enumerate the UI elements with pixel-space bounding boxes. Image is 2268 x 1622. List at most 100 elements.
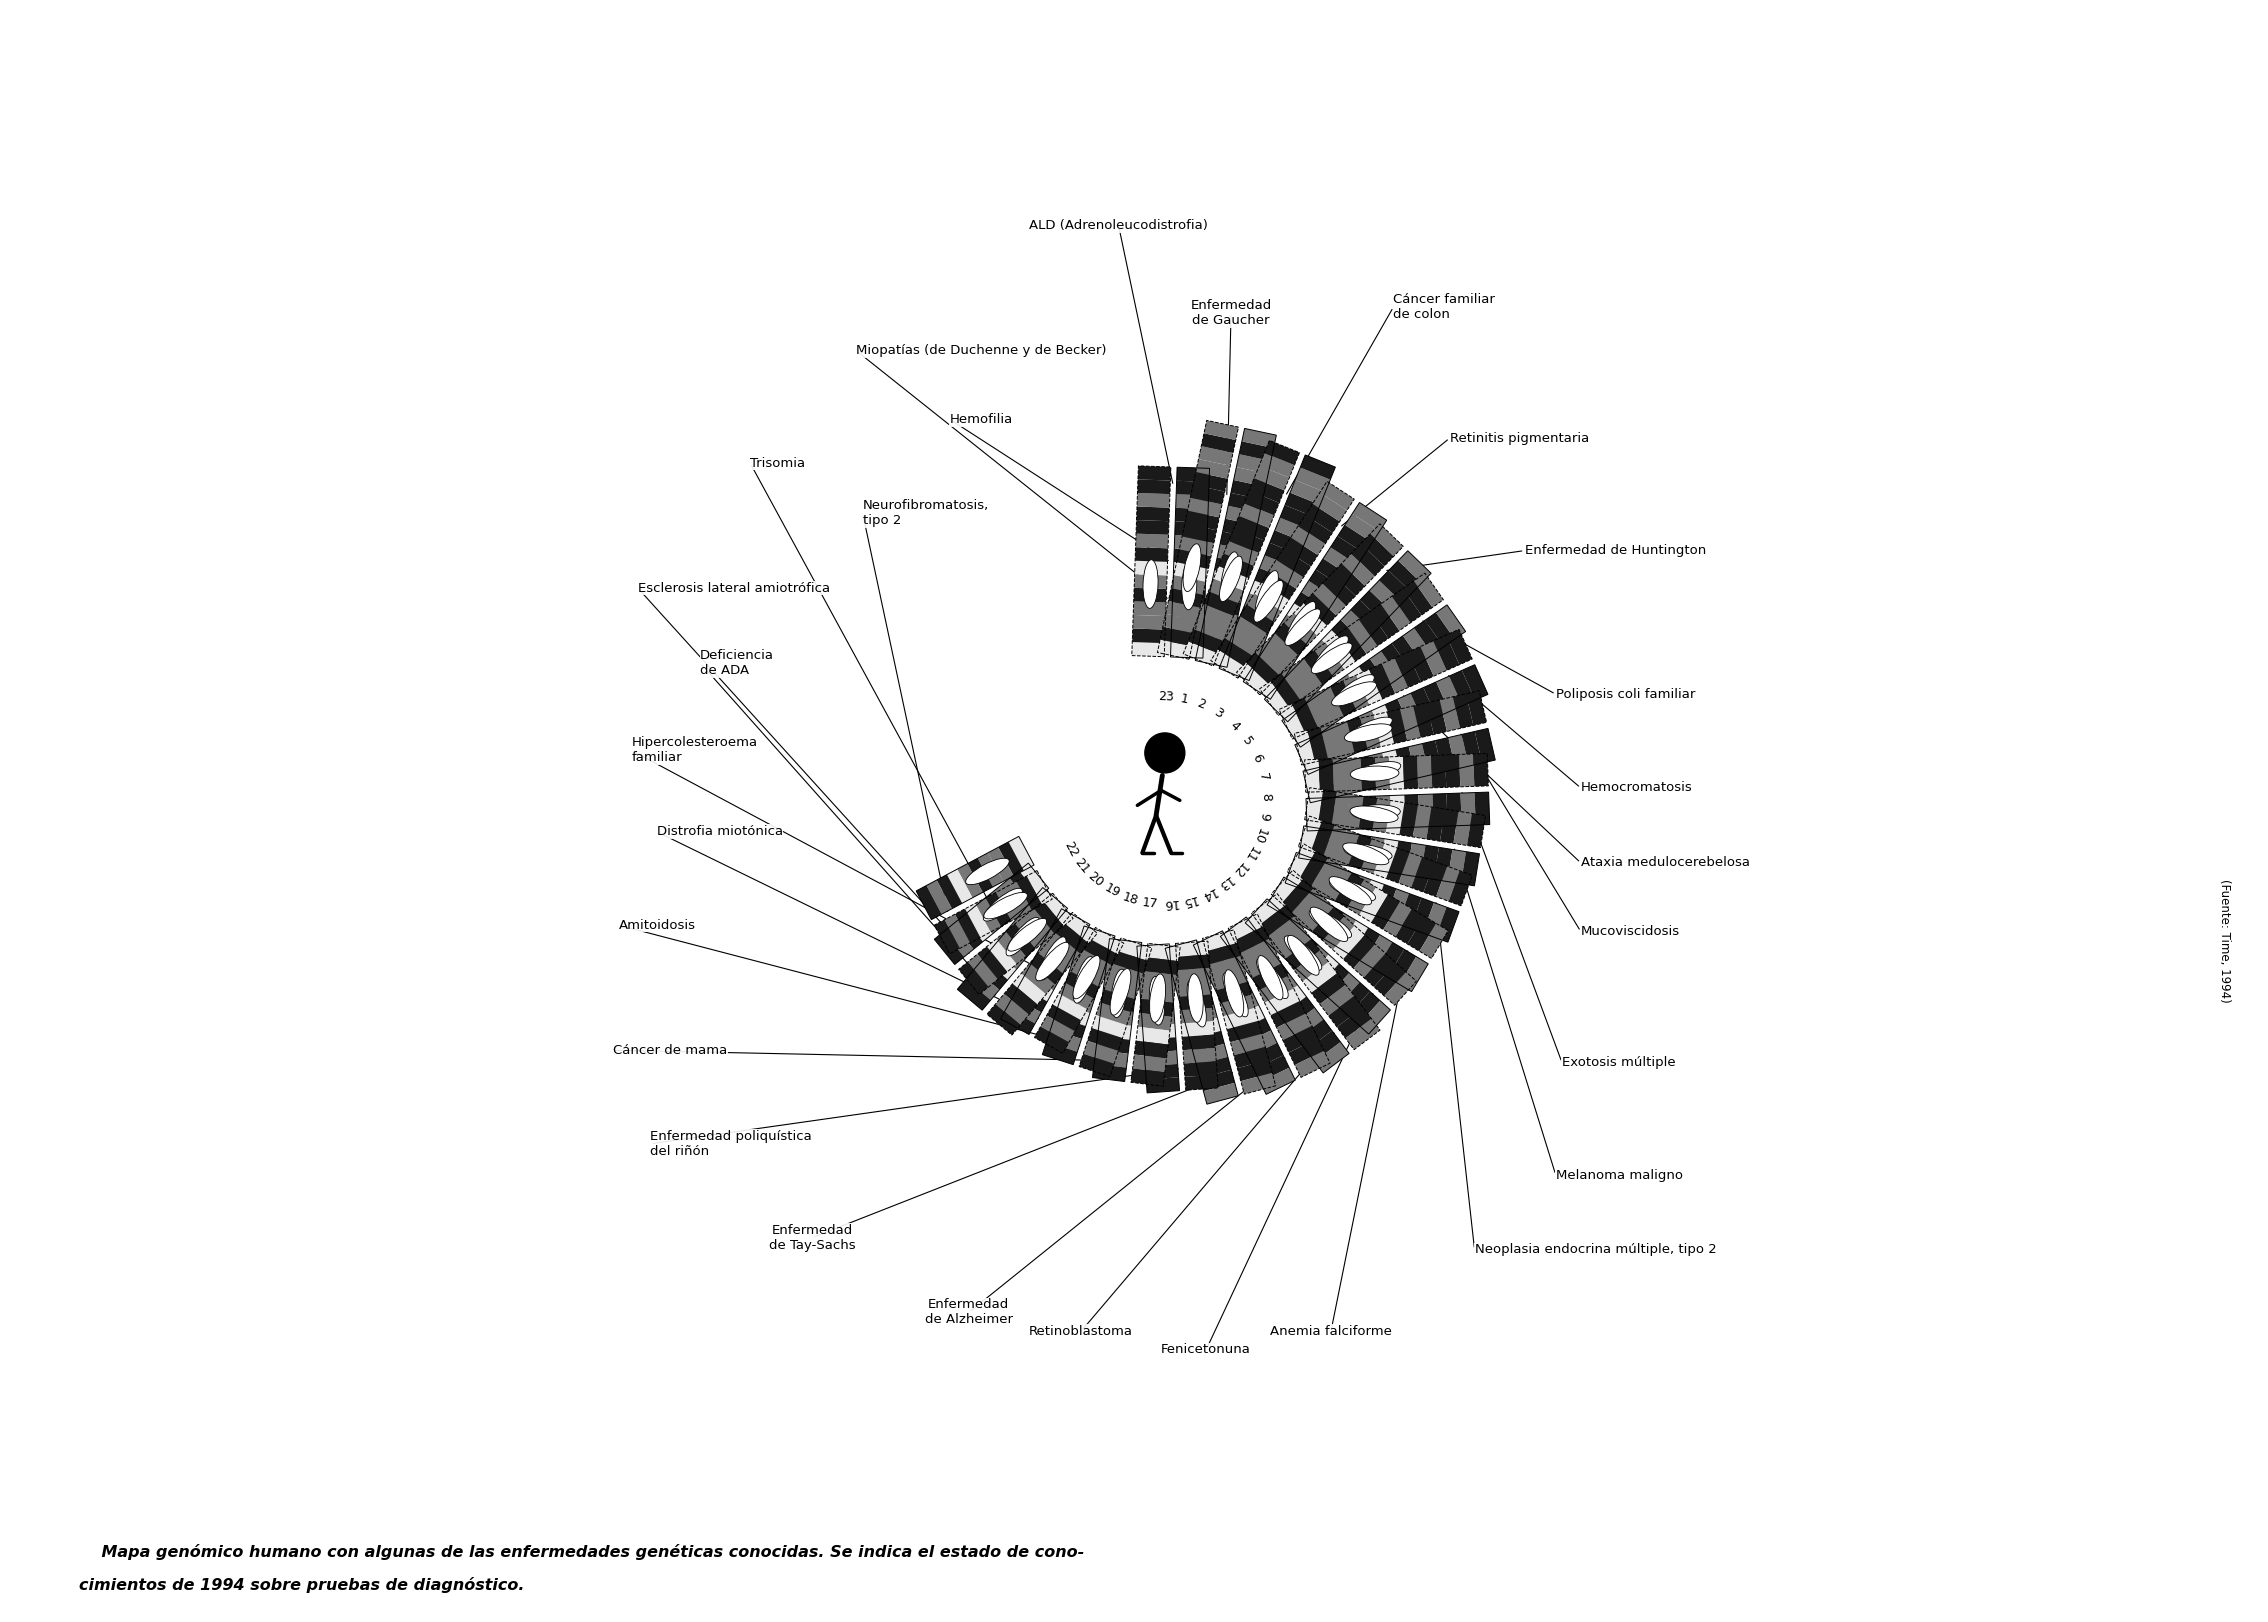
Polygon shape — [1370, 524, 1404, 556]
Text: Mucoviscidosis: Mucoviscidosis — [1581, 925, 1681, 938]
Polygon shape — [1420, 923, 1449, 959]
Polygon shape — [1009, 871, 1039, 903]
Polygon shape — [1009, 837, 1034, 871]
Polygon shape — [1315, 558, 1349, 587]
Polygon shape — [1433, 636, 1458, 670]
Polygon shape — [1263, 441, 1300, 466]
Polygon shape — [1225, 993, 1259, 1020]
Polygon shape — [1290, 526, 1325, 555]
Polygon shape — [1095, 1036, 1129, 1054]
Polygon shape — [1052, 994, 1086, 1020]
Text: 4: 4 — [1227, 719, 1241, 733]
Polygon shape — [1304, 504, 1340, 532]
Polygon shape — [1370, 581, 1402, 613]
Polygon shape — [1222, 519, 1256, 539]
Polygon shape — [1259, 681, 1288, 715]
Polygon shape — [1243, 670, 1277, 699]
Polygon shape — [1302, 962, 1338, 993]
Polygon shape — [1295, 950, 1329, 981]
Polygon shape — [1374, 757, 1390, 790]
Polygon shape — [1275, 517, 1311, 542]
Ellipse shape — [966, 858, 1009, 884]
Polygon shape — [1252, 894, 1286, 925]
Polygon shape — [1336, 628, 1365, 662]
Polygon shape — [1032, 952, 1066, 980]
Polygon shape — [1059, 983, 1093, 1009]
Polygon shape — [1315, 689, 1345, 723]
Polygon shape — [1263, 689, 1297, 722]
Polygon shape — [1218, 981, 1252, 1007]
Polygon shape — [1177, 968, 1211, 983]
Polygon shape — [1281, 712, 1311, 748]
Polygon shape — [1361, 590, 1393, 623]
Polygon shape — [978, 853, 1002, 887]
Polygon shape — [1431, 754, 1447, 788]
Text: Cáncer de mama: Cáncer de mama — [612, 1043, 728, 1056]
Polygon shape — [1070, 960, 1105, 988]
Polygon shape — [1016, 876, 1041, 910]
Polygon shape — [1204, 420, 1238, 440]
Text: 21: 21 — [1073, 855, 1091, 876]
Polygon shape — [1161, 626, 1195, 646]
Polygon shape — [1089, 928, 1125, 954]
Polygon shape — [1347, 991, 1381, 1025]
Polygon shape — [1315, 766, 1336, 800]
Polygon shape — [1259, 453, 1295, 478]
Text: Amitoidosis: Amitoidosis — [619, 918, 696, 931]
Polygon shape — [1075, 939, 1111, 962]
Polygon shape — [1399, 957, 1429, 991]
Polygon shape — [1284, 1025, 1318, 1053]
Text: Fenicetonuna: Fenicetonuna — [1161, 1343, 1252, 1356]
Polygon shape — [1204, 608, 1238, 629]
Polygon shape — [1000, 1007, 1034, 1035]
Polygon shape — [1188, 1032, 1225, 1053]
Polygon shape — [1386, 848, 1411, 882]
Text: ALD (Adrenoleucodistrofia): ALD (Adrenoleucodistrofia) — [1030, 219, 1209, 232]
Polygon shape — [1334, 926, 1365, 959]
Polygon shape — [1413, 573, 1442, 608]
Polygon shape — [1302, 581, 1336, 610]
Polygon shape — [1395, 746, 1415, 782]
Polygon shape — [1331, 681, 1356, 717]
Polygon shape — [1454, 811, 1472, 845]
Polygon shape — [1336, 830, 1359, 865]
Polygon shape — [1136, 1027, 1170, 1045]
Polygon shape — [1370, 650, 1399, 686]
Polygon shape — [1145, 1051, 1177, 1066]
Polygon shape — [1399, 803, 1418, 837]
Polygon shape — [1141, 985, 1175, 1002]
Polygon shape — [1322, 629, 1354, 662]
Text: 18: 18 — [1120, 890, 1141, 907]
Polygon shape — [1166, 600, 1200, 621]
Polygon shape — [1284, 670, 1315, 702]
Polygon shape — [1313, 639, 1345, 672]
Polygon shape — [1320, 482, 1354, 511]
Text: Enfermedad
de Gaucher: Enfermedad de Gaucher — [1191, 300, 1272, 328]
Polygon shape — [1349, 834, 1372, 869]
Polygon shape — [1225, 628, 1259, 655]
Polygon shape — [1173, 563, 1207, 577]
Polygon shape — [1046, 1004, 1082, 1032]
Polygon shape — [1408, 647, 1433, 681]
Polygon shape — [1318, 790, 1336, 824]
Polygon shape — [1218, 655, 1254, 681]
Polygon shape — [1218, 553, 1254, 577]
Polygon shape — [1311, 858, 1340, 894]
Polygon shape — [1207, 955, 1241, 983]
Polygon shape — [962, 908, 993, 942]
Polygon shape — [1213, 558, 1250, 577]
Polygon shape — [1270, 673, 1300, 707]
Polygon shape — [1304, 594, 1336, 626]
Polygon shape — [1213, 566, 1250, 590]
Polygon shape — [1134, 561, 1168, 576]
Polygon shape — [1347, 667, 1377, 701]
Ellipse shape — [1254, 581, 1284, 623]
Polygon shape — [1179, 537, 1213, 556]
Ellipse shape — [1225, 970, 1243, 1017]
Polygon shape — [1050, 920, 1084, 947]
Ellipse shape — [1143, 560, 1159, 608]
Polygon shape — [1393, 840, 1413, 876]
Polygon shape — [996, 887, 1021, 921]
Polygon shape — [1461, 732, 1481, 766]
Polygon shape — [1227, 913, 1263, 941]
